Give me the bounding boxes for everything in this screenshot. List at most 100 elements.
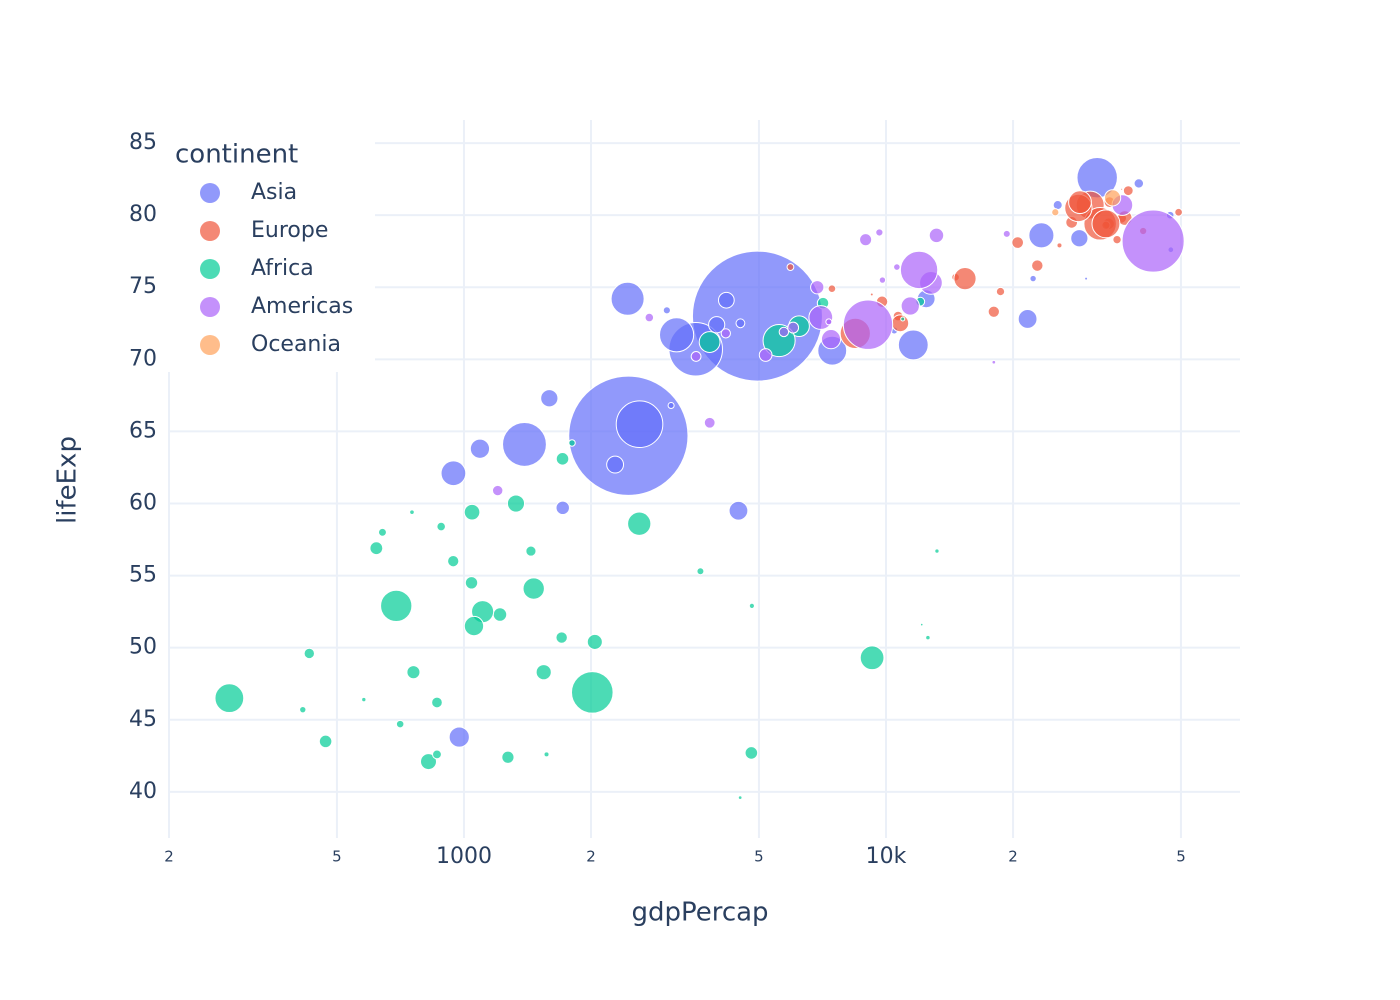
x-tick-label: 1000 (436, 844, 492, 869)
bubble (820, 329, 842, 350)
bubble (1051, 208, 1060, 217)
y-tick-label: 65 (129, 418, 157, 443)
legend-marker (200, 259, 220, 279)
y-tick-label: 45 (129, 707, 157, 732)
bubble (786, 263, 795, 271)
bubble (1070, 229, 1089, 248)
bubble (506, 494, 526, 513)
bubble (586, 633, 603, 650)
bubble (1121, 209, 1185, 273)
bubble (464, 576, 479, 590)
bubble (991, 359, 997, 365)
bubble (540, 389, 559, 408)
bubble (717, 291, 735, 309)
legend-marker (200, 183, 220, 203)
bubble (644, 312, 655, 323)
bubble (395, 719, 405, 729)
bubble (543, 751, 550, 758)
bubble (555, 452, 570, 466)
legend-background (165, 120, 375, 372)
bubble (919, 622, 924, 627)
legend-label: Asia (251, 180, 297, 205)
bubble (810, 280, 825, 295)
bubble (463, 615, 485, 637)
legend-label: Europe (251, 218, 328, 243)
bubble (708, 316, 726, 334)
bubble (1031, 259, 1044, 272)
bubble (318, 734, 333, 749)
legend-label: Africa (251, 256, 314, 281)
bubble (463, 503, 481, 521)
bubble (615, 400, 664, 449)
bubble (728, 500, 749, 521)
bubble (735, 318, 746, 329)
x-tick-label: 5 (332, 848, 342, 866)
y-axis-title: lifeExp (53, 436, 83, 524)
bubble (869, 292, 874, 297)
bubble (432, 749, 442, 760)
bubble (1028, 222, 1055, 249)
x-tick-label: 5 (754, 848, 764, 866)
legend-label: Oceania (251, 332, 341, 357)
bubble (406, 665, 421, 680)
bubble (934, 548, 940, 554)
bubble (501, 750, 515, 764)
bubble (787, 321, 800, 334)
bubble (1002, 229, 1011, 238)
x-tick-label: 2 (586, 848, 596, 866)
bubble (825, 318, 833, 326)
bubble (491, 484, 504, 497)
legend-marker (200, 297, 220, 317)
bubble (859, 233, 873, 247)
bubble (900, 316, 906, 322)
bubble (448, 726, 470, 748)
bubble (1174, 207, 1183, 217)
bubble (987, 305, 1000, 318)
bubble (995, 286, 1006, 297)
bubble (698, 331, 721, 353)
x-tick-label: 2 (164, 848, 174, 866)
bubble (525, 545, 537, 557)
bubble (897, 329, 929, 361)
legend-marker (200, 335, 220, 355)
legend: continent Asia Europe Africa Americas Oceani… (175, 140, 353, 358)
bubble (899, 250, 939, 290)
bubble (555, 631, 568, 644)
bubble (1084, 276, 1089, 281)
bubble (502, 421, 547, 467)
bubble (1029, 274, 1037, 283)
bubble (535, 664, 552, 681)
bubble (758, 348, 773, 362)
bubble (690, 351, 702, 362)
x-tick-label: 2 (1008, 848, 1018, 866)
bubble (893, 263, 901, 271)
bubble (720, 328, 731, 339)
bubble (1104, 189, 1122, 207)
bubble (1017, 309, 1038, 329)
bubble (953, 266, 977, 291)
bubble (878, 276, 887, 284)
bubble (842, 299, 894, 350)
legend-marker (200, 221, 220, 241)
x-tick-label: 5 (1176, 848, 1186, 866)
bubble (627, 511, 652, 536)
bubble (1120, 187, 1124, 191)
y-tick-label: 50 (129, 635, 157, 660)
y-tick-label: 85 (129, 130, 157, 155)
bubble (1122, 185, 1134, 197)
bubble (555, 500, 570, 516)
bubble (570, 671, 614, 714)
bubble (440, 460, 467, 487)
bubble (778, 326, 790, 338)
bubble (420, 753, 437, 771)
bubble (1133, 178, 1145, 189)
bubble (667, 401, 675, 410)
bubble (1112, 234, 1122, 245)
bubble (303, 647, 315, 660)
marks (214, 156, 1185, 801)
bubble (299, 705, 307, 714)
legend-title: continent (175, 140, 298, 170)
bubble (875, 228, 884, 237)
x-axis-title: gdpPercap (631, 898, 768, 928)
